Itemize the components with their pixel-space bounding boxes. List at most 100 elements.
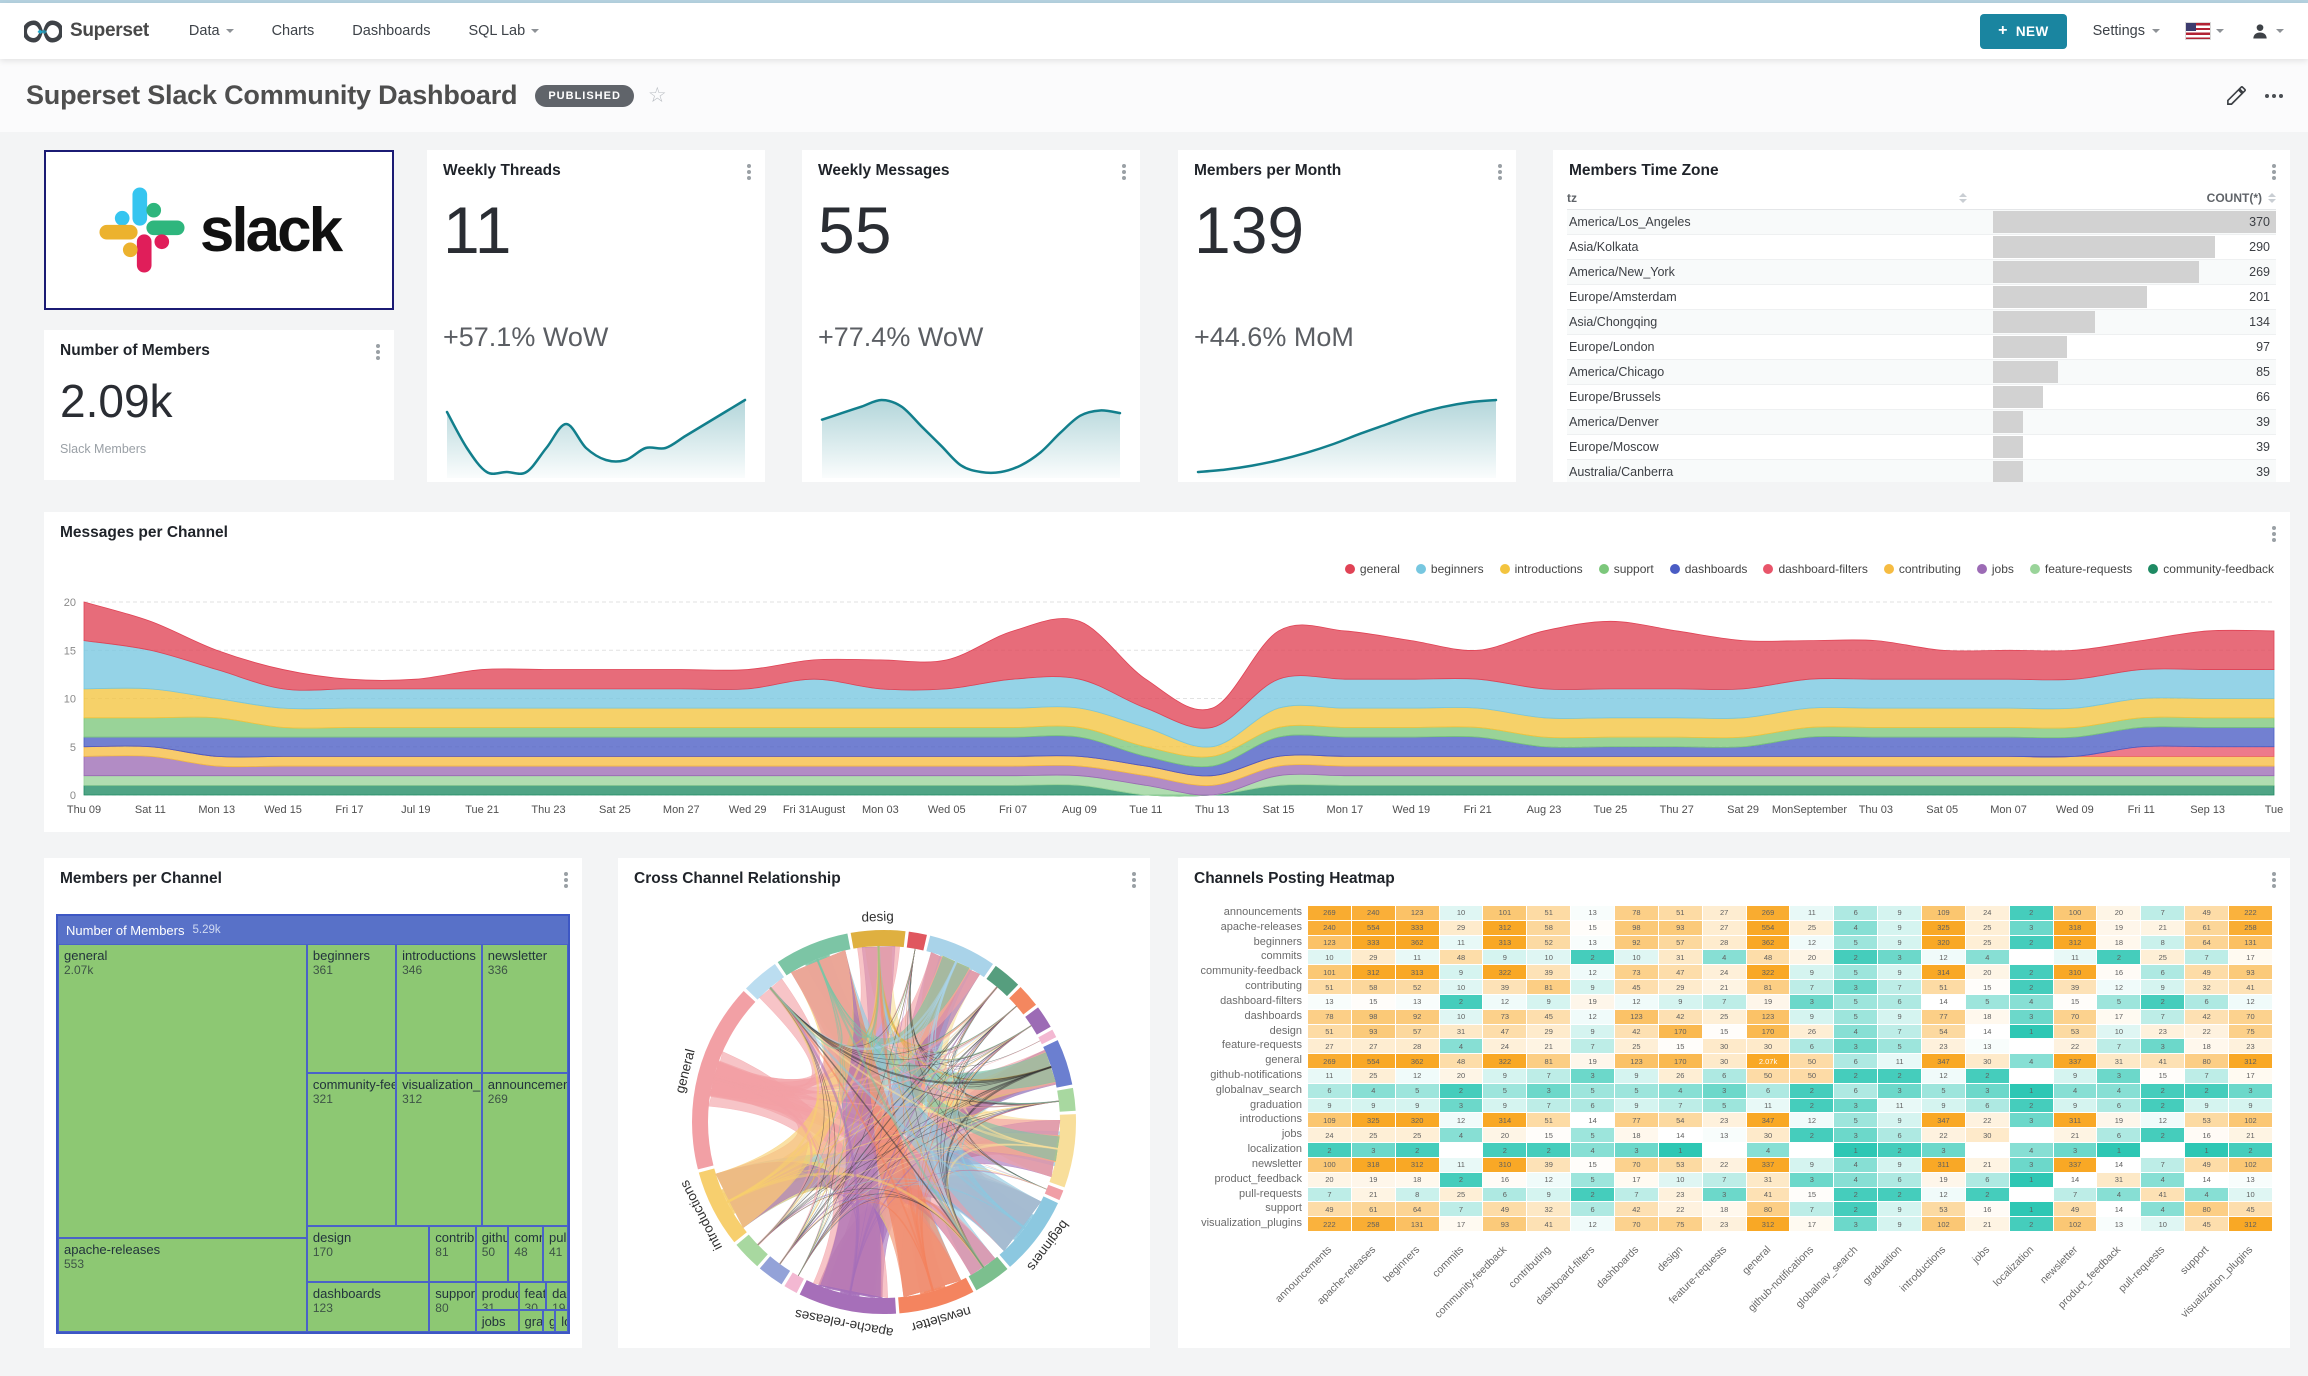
table-row: America/Chicago 85 bbox=[1567, 360, 2276, 385]
treemap-cell-design[interactable]: design 170 bbox=[306, 1226, 430, 1282]
heatmap-cell: 7 bbox=[1702, 994, 1746, 1009]
settings-menu[interactable]: Settings bbox=[2093, 23, 2160, 39]
language-selector[interactable] bbox=[2186, 23, 2224, 39]
heatmap-cell: 6 bbox=[1702, 1069, 1746, 1083]
treemap-cell-introductions[interactable]: introductions 346 bbox=[396, 944, 482, 1073]
sort-icon[interactable] bbox=[2268, 192, 2276, 203]
kebab-menu-icon[interactable] bbox=[564, 878, 568, 882]
nav-item-charts[interactable]: Charts bbox=[271, 23, 315, 39]
kebab-menu-icon[interactable] bbox=[2272, 878, 2276, 882]
kebab-menu-icon[interactable] bbox=[2272, 532, 2276, 536]
heatmap-cell: 1 bbox=[2009, 1202, 2053, 1217]
edit-pencil-icon[interactable] bbox=[2225, 84, 2248, 107]
heatmap-cell bbox=[2009, 1069, 2053, 1083]
legend-item-support[interactable]: support bbox=[1598, 562, 1654, 576]
treemap-cell-grad[interactable]: grad bbox=[518, 1309, 543, 1332]
weekly-messages-card: Weekly Messages 55 +77.4% WoW bbox=[802, 150, 1140, 482]
legend-item-beginners[interactable]: beginners bbox=[1415, 562, 1484, 576]
messages-per-channel-card: Messages per Channel general beginners int… bbox=[44, 512, 2290, 832]
treemap-cell-general[interactable]: general 2.07k bbox=[58, 944, 307, 1239]
kebab-menu-icon[interactable] bbox=[2272, 170, 2276, 174]
heatmap-cell: 64 bbox=[1395, 1202, 1439, 1217]
heatmap-cell: 362 bbox=[1746, 935, 1790, 950]
sparkline-chart[interactable] bbox=[818, 388, 1124, 480]
treemap-cell-newsletter[interactable]: newsletter 336 bbox=[481, 944, 568, 1073]
stacked-area-chart[interactable]: 0 5 10 15 20 Thu 09 Sat 11 Mon 13 Wed 15 Fri 17 Ju… bbox=[44, 588, 2290, 828]
more-actions-icon[interactable] bbox=[2272, 93, 2276, 98]
heatmap-cell: 347 bbox=[1922, 1054, 1965, 1068]
heatmap-cell: 10 bbox=[1658, 1172, 1702, 1187]
column-header-count[interactable]: COUNT(*) bbox=[1967, 191, 2276, 205]
heatmap-cell: 12 bbox=[1922, 1069, 1965, 1083]
nav-item-data[interactable]: Data bbox=[189, 23, 234, 39]
treemap-cell-visualization_plu[interactable]: visualization_plu312 bbox=[396, 1072, 482, 1227]
treemap-cell-da[interactable]: da 19 bbox=[546, 1281, 568, 1310]
legend-item-dashboards[interactable]: dashboards bbox=[1669, 562, 1747, 576]
heatmap-cell: 2 bbox=[1439, 994, 1483, 1009]
user-menu[interactable] bbox=[2250, 21, 2284, 41]
kebab-menu-icon[interactable] bbox=[747, 170, 751, 174]
treemap-cell-contributi[interactable]: contributi81 bbox=[429, 1226, 476, 1282]
legend-item-jobs[interactable]: jobs bbox=[1976, 562, 2014, 576]
treemap-cell-dashboards[interactable]: dashboards 123 bbox=[306, 1281, 430, 1332]
heatmap-cell: 12 bbox=[1439, 1113, 1483, 1128]
heatmap-cell: 7 bbox=[2053, 1187, 2097, 1202]
heatmap-row-label: newsletter bbox=[1251, 1157, 1302, 1170]
kebab-menu-icon[interactable] bbox=[1498, 170, 1502, 174]
heatmap-cell: 362 bbox=[1395, 935, 1439, 950]
legend-dot-icon bbox=[1598, 564, 1609, 574]
legend-item-general[interactable]: general bbox=[1344, 562, 1400, 576]
treemap-cell-announcemen[interactable]: announcemen 269 bbox=[481, 1072, 568, 1227]
kebab-menu-icon[interactable] bbox=[1122, 170, 1126, 174]
treemap-cell-support[interactable]: support 80 bbox=[429, 1281, 476, 1332]
treemap-cell-lo[interactable]: lo bbox=[555, 1309, 568, 1332]
treemap-cell-jobs[interactable]: jobs30 bbox=[475, 1309, 519, 1332]
sort-icon[interactable] bbox=[1959, 192, 1967, 203]
heatmap-cell: 312 bbox=[1395, 1157, 1439, 1172]
heatmap-cell: 21 bbox=[1527, 1039, 1571, 1054]
heatmap-cell: 4 bbox=[1439, 1039, 1483, 1054]
heatmap-cell: 53 bbox=[1658, 1157, 1702, 1172]
treemap-cell-beginners[interactable]: beginners 361 bbox=[306, 944, 397, 1073]
treemap-root[interactable]: Number of Members 5.29k bbox=[58, 916, 568, 944]
heatmap-cell: 23 bbox=[2141, 1024, 2185, 1039]
nav-item-sql-lab[interactable]: SQL Lab bbox=[468, 23, 540, 39]
heatmap-cell: 11 bbox=[1790, 906, 1834, 920]
svg-text:Mon 13: Mon 13 bbox=[198, 804, 235, 816]
chord-diagram[interactable]: desigbeginnersnewsletterapache-releasesi… bbox=[618, 890, 1150, 1348]
heatmap-cell: 9 bbox=[1878, 920, 1922, 935]
new-button[interactable]: + NEW bbox=[1980, 13, 2067, 49]
treemap-cell-community-feed[interactable]: community-feed 321 bbox=[306, 1072, 397, 1227]
favorite-star-icon[interactable]: ☆ bbox=[647, 84, 667, 107]
heatmap-cell: 24 bbox=[1483, 1039, 1527, 1054]
superset-brand[interactable]: Superset bbox=[24, 19, 149, 44]
svg-text:MonSeptember: MonSeptember bbox=[1772, 804, 1848, 816]
members-time-zone-card: Members Time Zone tz COUNT(*) America/Lo… bbox=[1553, 150, 2290, 482]
column-header-tz[interactable]: tz bbox=[1567, 191, 1967, 205]
sparkline-chart[interactable] bbox=[1194, 388, 1500, 480]
count-cell: 134 bbox=[2249, 315, 2270, 329]
treemap-cell-pull-[interactable]: pull-41 bbox=[543, 1226, 568, 1282]
legend-item-dashboard-filters[interactable]: dashboard-filters bbox=[1763, 562, 1868, 576]
treemap-cell-gl[interactable]: gl bbox=[543, 1309, 556, 1332]
treemap-cell-comn[interactable]: comn 48 bbox=[508, 1226, 543, 1282]
chart-title: Members Time Zone bbox=[1569, 162, 1719, 179]
legend-item-feature-requests[interactable]: feature-requests bbox=[2029, 562, 2132, 576]
kebab-menu-icon[interactable] bbox=[1132, 878, 1136, 882]
legend-item-community-feedback[interactable]: community-feedback bbox=[2148, 562, 2274, 576]
heatmap-cell: 100 bbox=[2053, 906, 2097, 920]
nav-item-dashboards[interactable]: Dashboards bbox=[352, 23, 431, 39]
heatmap-cell: 14 bbox=[2185, 1172, 2229, 1187]
treemap-cell-featu[interactable]: featu30 bbox=[518, 1281, 547, 1310]
legend-item-introductions[interactable]: introductions bbox=[1499, 562, 1583, 576]
treemap-cell-apache-releases[interactable]: apache-releases 553 bbox=[58, 1238, 307, 1332]
heatmap-row-label: design bbox=[1269, 1024, 1302, 1037]
sparkline-chart[interactable] bbox=[443, 388, 749, 480]
kebab-menu-icon[interactable] bbox=[376, 350, 380, 354]
legend-item-contributing[interactable]: contributing bbox=[1883, 562, 1961, 576]
heatmap-cell: 3 bbox=[1878, 1083, 1922, 1098]
heatmap-row-label: dashboard-filters bbox=[1220, 994, 1302, 1007]
heatmap-row-label: apache-releases bbox=[1220, 920, 1302, 933]
treemap-cell-githu[interactable]: githu 50 bbox=[475, 1226, 509, 1282]
treemap-cell-product[interactable]: product31 bbox=[475, 1281, 519, 1310]
